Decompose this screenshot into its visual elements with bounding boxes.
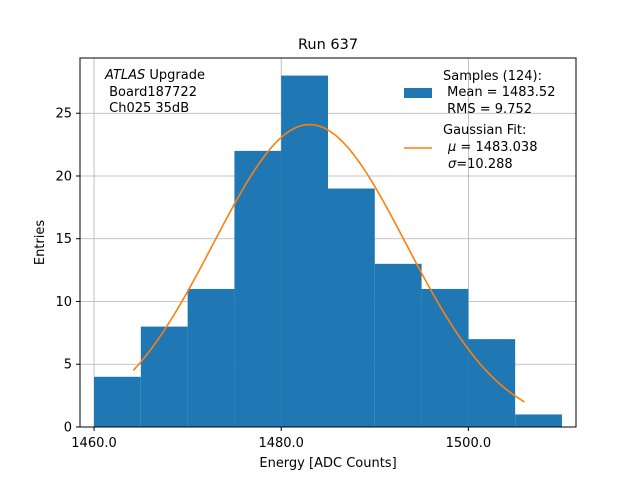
legend: Samples (124): Mean = 1483.52 RMS = 9.75…	[404, 69, 555, 172]
legend-samples-title: Samples (124):	[443, 69, 542, 84]
y-tick-label: 20	[55, 169, 72, 184]
legend-fit-mu: μ = 1483.038	[447, 140, 537, 155]
legend-samples-swatch	[404, 88, 432, 98]
channel-label: Ch025 35dB	[105, 101, 189, 116]
x-tick-label: 1480.0	[258, 436, 304, 451]
histogram-bar	[281, 75, 328, 428]
gaussian-fit-curve	[132, 123, 525, 403]
legend-fit-sigma: σ=10.288	[448, 157, 513, 172]
histogram-bar	[515, 414, 562, 427]
y-tick-label: 25	[55, 107, 72, 122]
legend-samples-rms: RMS = 9.752	[443, 102, 532, 117]
mu-value: = 1483.038	[456, 140, 537, 155]
histogram-bar	[374, 263, 422, 427]
y-tick-label: 0	[64, 421, 72, 436]
sigma-value: =10.288	[456, 157, 512, 172]
x-tick-label: 1500.0	[446, 436, 492, 451]
plot-frame	[79, 57, 577, 428]
y-tick-label: 15	[55, 232, 72, 247]
board-label: Board187722	[105, 85, 197, 100]
y-axis-ticks: 0 5 10 15 20 25	[55, 107, 80, 436]
atlas-label: ATLAS	[104, 68, 145, 83]
x-tick-label: 1460.0	[71, 436, 117, 451]
y-tick-label: 10	[55, 295, 72, 310]
y-axis-label: Entries	[33, 220, 48, 266]
histogram-bar	[468, 339, 516, 427]
y-tick-label: 5	[64, 358, 72, 373]
histogram-bar	[234, 150, 282, 427]
histogram-bar	[94, 376, 141, 427]
annotation-line-1: ATLAS Upgrade	[104, 68, 205, 83]
chart-title: Run 637	[298, 37, 358, 53]
x-axis-ticks: 1460.0 1480.0 1500.0	[71, 427, 491, 451]
upgrade-label: Upgrade	[145, 68, 205, 83]
histogram-bar	[140, 326, 188, 427]
legend-fit-title: Gaussian Fit:	[443, 123, 526, 138]
histogram-bars	[94, 75, 562, 428]
histogram-bar	[187, 288, 235, 427]
sigma-symbol: σ	[448, 157, 457, 172]
x-axis-label: Energy [ADC Counts]	[259, 456, 396, 471]
atlas-annotation: ATLAS Upgrade Board187722 Ch025 35dB	[104, 68, 205, 116]
legend-samples-mean: Mean = 1483.52	[443, 85, 555, 100]
mu-symbol: μ	[447, 140, 456, 155]
histogram-bar	[328, 188, 375, 427]
histogram-bar	[421, 288, 469, 427]
